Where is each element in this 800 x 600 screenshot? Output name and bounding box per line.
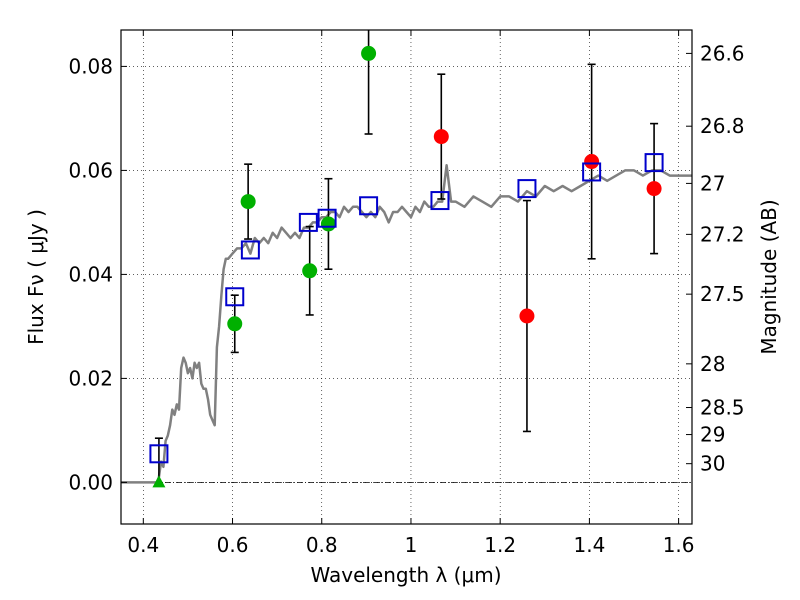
x-tick-label: 1.6 (663, 533, 695, 557)
x-axis-label: Wavelength λ (μm) (310, 563, 501, 587)
observed-flux-point-nir (519, 308, 535, 324)
model-photometry-square (225, 287, 245, 307)
observed-flux-point-nir (646, 181, 662, 197)
magnitude-tick-label: 30 (700, 452, 725, 476)
magnitude-tick-label: 28.5 (700, 396, 745, 420)
magnitude-tick-label: 26.6 (700, 41, 745, 65)
magnitude-tick-label: 29 (700, 423, 725, 447)
magnitude-tick-label: 28 (700, 352, 725, 376)
y-tick-label: 0.08 (68, 54, 113, 78)
x-tick-label: 1.2 (484, 533, 516, 557)
x-tick-label: 1 (405, 533, 418, 557)
model-photometry-square (517, 179, 537, 199)
model-photometry-square (644, 153, 664, 173)
model-photometry-square (149, 444, 169, 464)
model-photometry-square (582, 162, 602, 182)
tick-layer: 0.4 0.6 0.8 1 1.2 1.4 1.6 0.00 0.02 0.04 0.06 0.08 2… (68, 30, 745, 557)
magnitude-tick-label: 27.2 (700, 222, 745, 246)
observed-flux-point (240, 194, 256, 210)
observed-flux-point (227, 316, 243, 332)
model-photometry-square (430, 191, 450, 211)
observed-flux-point (320, 216, 336, 232)
model-photometry-square (317, 208, 337, 228)
observed-flux-point-nir (584, 154, 600, 170)
model-spectrum-layer (121, 163, 692, 484)
observed-flux-point (302, 263, 318, 279)
model-photometry-square (359, 196, 379, 216)
non-detection-triangle (152, 475, 166, 488)
grid-layer (121, 30, 692, 524)
magnitude-tick-label: 27 (700, 171, 725, 195)
x-tick-label: 0.4 (127, 533, 159, 557)
x-tick-label: 0.6 (217, 533, 249, 557)
model-photometry-square (298, 212, 318, 232)
magnitude-tick-label: 27.5 (700, 282, 745, 306)
y-tick-label: 0.02 (68, 366, 113, 390)
y-tick-label: 0.06 (68, 158, 113, 182)
observed-flux-point (361, 45, 377, 61)
magnitude-tick-label: 26.8 (700, 114, 745, 138)
plot-frame (120, 29, 693, 525)
x-tick-label: 1.4 (573, 533, 605, 557)
marker-layer (149, 45, 664, 488)
y-axis-label: Flux Fν ( μJy ) (24, 209, 48, 345)
y-axis-label-right: Magnitude (AB) (757, 199, 781, 354)
observed-flux-point-nir (433, 129, 449, 145)
model-spectrum-line (121, 163, 692, 484)
y-tick-label: 0.04 (68, 262, 113, 286)
x-tick-label: 0.8 (306, 533, 338, 557)
model-photometry-square (240, 240, 260, 260)
y-tick-label: 0.00 (68, 470, 113, 494)
